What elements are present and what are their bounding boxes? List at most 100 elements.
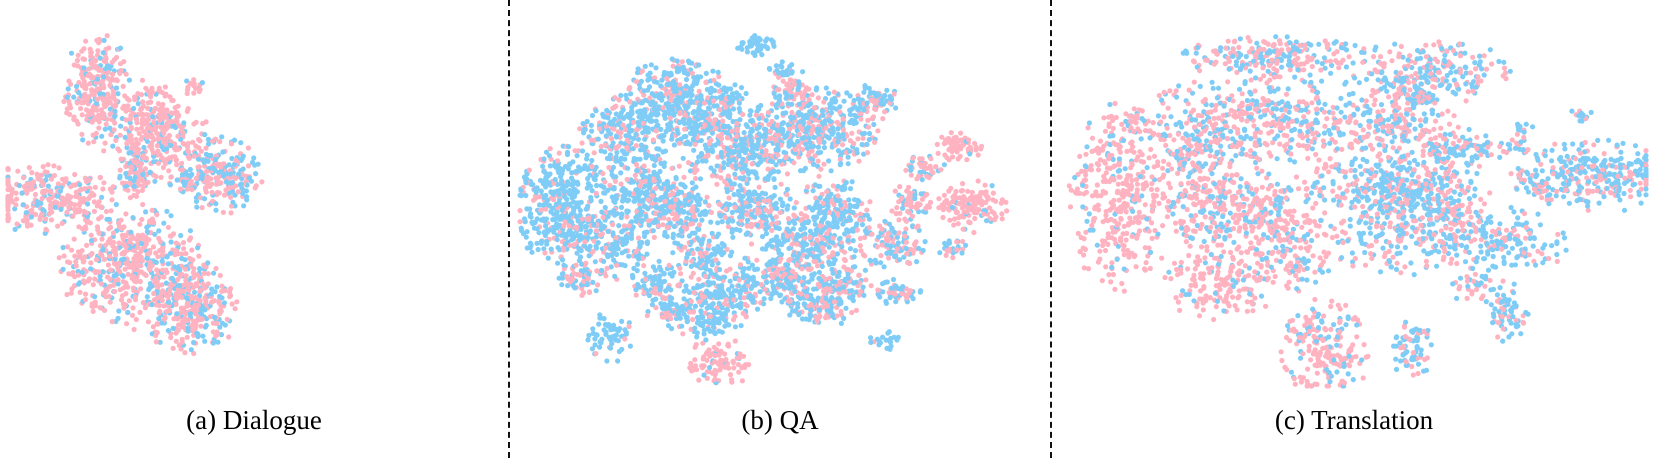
data-point-pink xyxy=(82,297,89,303)
data-point-pink xyxy=(226,175,232,181)
data-point-blue xyxy=(597,344,603,350)
data-point-pink xyxy=(124,104,130,110)
data-point-blue xyxy=(815,144,821,150)
data-point-pink xyxy=(109,197,115,203)
data-point-blue xyxy=(79,269,85,275)
data-point-blue xyxy=(629,219,635,225)
data-point-blue xyxy=(721,160,727,166)
data-point-pink xyxy=(917,161,924,167)
data-point-blue xyxy=(201,306,207,312)
data-point-blue xyxy=(808,246,815,252)
data-point-blue xyxy=(773,162,779,168)
data-point-pink xyxy=(912,241,918,247)
data-point-blue xyxy=(604,252,610,258)
data-point-pink xyxy=(115,146,121,152)
data-point-pink xyxy=(882,109,888,115)
data-point-pink xyxy=(38,212,45,218)
data-point-pink xyxy=(203,189,209,195)
data-point-blue xyxy=(816,269,822,275)
data-point-pink xyxy=(202,163,208,169)
data-point-pink xyxy=(196,164,202,170)
data-point-pink xyxy=(92,276,98,282)
data-point-pink xyxy=(177,123,183,129)
data-point-pink xyxy=(935,150,941,156)
data-point-pink xyxy=(97,243,104,249)
data-point-blue xyxy=(769,279,775,285)
data-point-pink xyxy=(791,82,797,88)
data-point-blue xyxy=(889,225,895,231)
data-point-blue xyxy=(538,188,544,194)
data-point-blue xyxy=(845,161,851,167)
data-point-blue xyxy=(210,165,216,171)
data-point-pink xyxy=(104,116,110,122)
data-point-pink xyxy=(972,140,978,146)
data-point-blue xyxy=(631,198,637,204)
data-point-blue xyxy=(81,65,87,71)
data-point-pink xyxy=(196,145,202,151)
data-point-pink xyxy=(80,56,86,62)
data-point-pink xyxy=(696,88,702,94)
data-point-pink xyxy=(46,210,53,217)
data-point-blue xyxy=(113,201,119,208)
data-point-pink xyxy=(79,131,85,137)
data-point-pink xyxy=(203,264,209,270)
data-point-blue xyxy=(701,331,707,337)
data-point-blue xyxy=(667,220,673,226)
data-point-blue xyxy=(835,183,841,189)
data-point-blue xyxy=(538,240,544,246)
data-point-blue xyxy=(820,112,826,118)
data-point-blue xyxy=(144,255,150,261)
data-point-pink xyxy=(653,305,659,311)
data-point-blue xyxy=(12,206,18,212)
data-point-pink xyxy=(125,271,131,277)
data-point-blue xyxy=(588,122,594,128)
data-point-blue xyxy=(645,77,651,83)
data-point-blue xyxy=(802,219,808,226)
data-point-pink xyxy=(123,280,129,286)
data-point-blue xyxy=(703,146,709,152)
data-point-pink xyxy=(175,103,181,109)
data-point-blue xyxy=(177,282,183,289)
data-point-pink xyxy=(130,305,136,311)
data-point-blue xyxy=(648,62,654,68)
data-point-blue xyxy=(131,183,137,189)
data-point-pink xyxy=(13,190,19,196)
data-point-blue xyxy=(143,209,149,215)
data-point-blue xyxy=(694,334,700,340)
data-point-pink xyxy=(809,92,815,98)
data-point-blue xyxy=(851,97,857,103)
data-point-blue xyxy=(574,153,580,159)
data-point-pink xyxy=(834,313,840,319)
data-point-pink xyxy=(600,170,606,177)
data-point-pink xyxy=(137,278,143,285)
data-point-blue xyxy=(174,177,180,183)
data-point-blue xyxy=(578,222,584,228)
data-point-pink xyxy=(138,105,144,111)
data-point-pink xyxy=(111,127,117,133)
data-point-pink xyxy=(190,139,196,145)
data-point-pink xyxy=(131,274,137,280)
data-point-blue xyxy=(251,155,257,161)
data-point-pink xyxy=(132,278,138,284)
data-point-blue xyxy=(117,45,124,51)
data-point-pink xyxy=(793,199,799,206)
data-point-pink xyxy=(115,277,121,283)
data-point-pink xyxy=(139,134,145,141)
data-point-pink xyxy=(696,276,702,282)
data-point-pink xyxy=(68,290,74,296)
data-point-pink xyxy=(66,204,72,210)
data-point-pink xyxy=(725,224,731,230)
data-point-blue xyxy=(168,213,174,219)
data-point-pink xyxy=(800,146,806,152)
data-point-pink xyxy=(153,124,159,130)
data-point-pink xyxy=(45,162,51,168)
data-point-pink xyxy=(108,132,114,138)
data-point-pink xyxy=(177,186,184,192)
data-point-pink xyxy=(155,160,162,166)
data-point-blue xyxy=(777,196,783,202)
data-point-pink xyxy=(805,152,811,158)
data-point-pink xyxy=(46,197,53,203)
data-point-blue xyxy=(596,321,602,327)
data-point-pink xyxy=(191,153,197,159)
data-point-pink xyxy=(179,129,185,135)
